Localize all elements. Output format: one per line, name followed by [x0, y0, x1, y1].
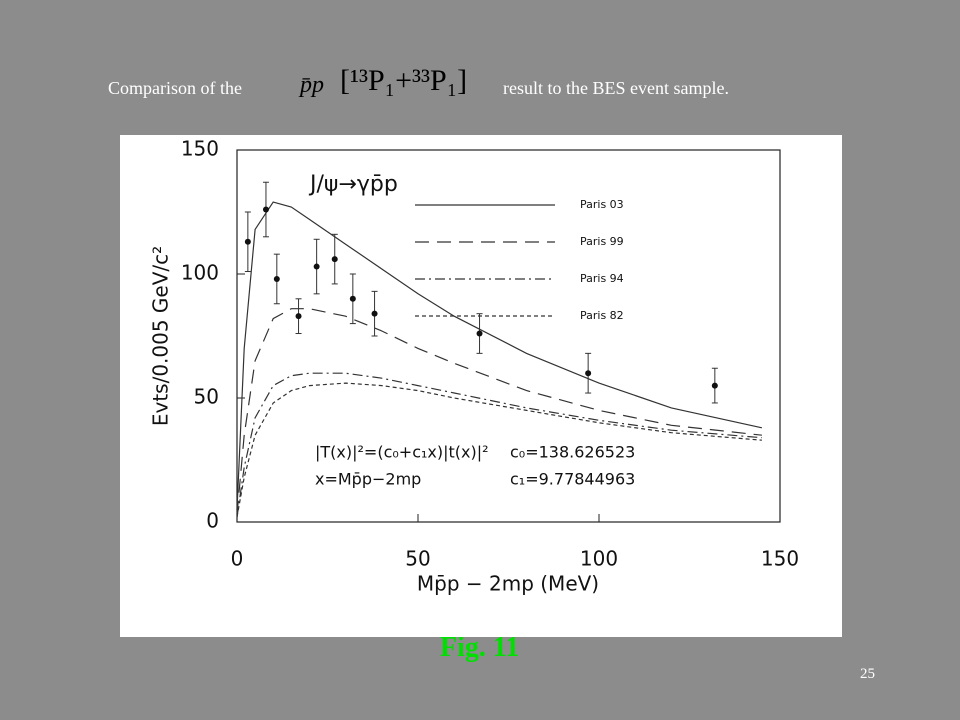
x-tick-label: 150 [761, 547, 799, 571]
legend-label: Paris 82 [580, 309, 624, 322]
slide-title-formula: p̄p [300, 72, 324, 98]
data-point [262, 206, 269, 213]
formula: |T(x)|²=(c₀+c₁x)|t(x)|² [315, 443, 489, 462]
parameter: c₁=9.77844963 [510, 470, 635, 489]
formula: x=Mp̄p−2mp [315, 470, 421, 489]
data-point [711, 382, 718, 389]
series-line [236, 382, 762, 518]
data-point [476, 330, 483, 337]
parameter: c₀=138.626523 [510, 443, 635, 462]
legend-label: Paris 03 [580, 198, 624, 211]
data-point [273, 275, 280, 282]
x-tick-label: 100 [580, 547, 618, 571]
data-point [585, 370, 592, 377]
data-point [313, 263, 320, 270]
data-point [331, 256, 338, 263]
y-axis-label: Evts/0.005 GeV/c² [149, 246, 173, 426]
page-number: 25 [860, 666, 875, 682]
legend-label: Paris 94 [580, 272, 624, 285]
slide-title-text: Comparison of the [108, 78, 242, 98]
x-axis-label: Mp̄p − 2mp (MeV) [417, 572, 599, 596]
slide-title-text: result to the BES event sample. [503, 78, 729, 98]
legend-label: Paris 99 [580, 235, 624, 248]
y-tick-label: 0 [206, 509, 219, 533]
x-tick-label: 50 [405, 547, 430, 571]
series-line [236, 372, 762, 518]
y-tick-label: 50 [194, 385, 219, 409]
y-tick-label: 100 [181, 261, 219, 285]
data-point [371, 310, 378, 317]
chart: J/ψ→γp̄p |T(x)|²=(c₀+c₁x)|t(x)|² x=Mp̄p−… [120, 135, 842, 637]
x-tick-label: 0 [231, 547, 244, 571]
y-tick-label: 150 [181, 137, 219, 161]
figure-caption: Fig. 11 [440, 632, 520, 663]
annotation: J/ψ→γp̄p [308, 172, 398, 197]
data-point [349, 295, 356, 302]
plot-frame [236, 149, 781, 523]
data-point [244, 238, 251, 245]
slide-title-bracket: [¹³P₁+³³P₁] [340, 64, 468, 97]
series-line [236, 201, 763, 510]
series-line [236, 308, 762, 515]
data-point [295, 313, 302, 320]
